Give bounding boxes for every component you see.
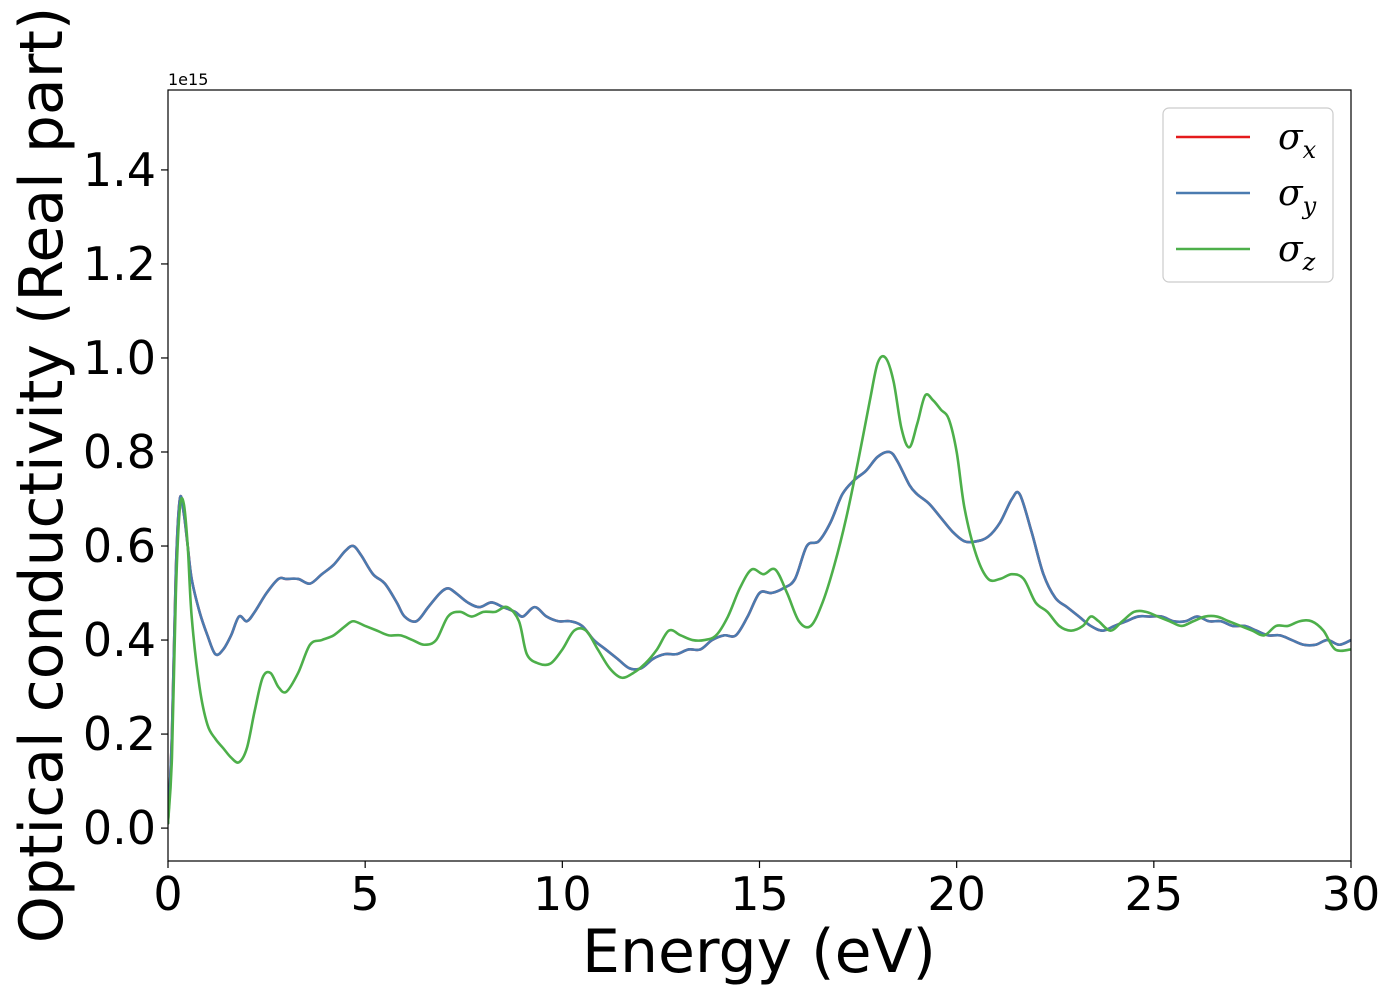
y-tick-label: 0.6 (83, 519, 156, 573)
y-offset-label: 1e15 (168, 70, 208, 89)
x-tick-label: 10 (533, 867, 592, 921)
y-tick-label: 1.4 (83, 143, 156, 197)
series-line-x (168, 450, 1351, 825)
y-tick-label: 0.2 (83, 707, 156, 761)
x-tick-label: 20 (927, 867, 986, 921)
y-tick-label: 1.0 (83, 331, 156, 385)
legend-label-z: σz (1278, 229, 1316, 276)
y-axis-title: Optical conductivity (Real part) (7, 7, 77, 944)
x-tick-label: 25 (1125, 867, 1184, 921)
legend-label-x: σx (1278, 117, 1317, 164)
y-axis: 0.0 0.2 0.4 0.6 0.8 1.0 1.2 1.4 (83, 143, 168, 855)
y-tick-label: 1.2 (83, 237, 156, 291)
x-axis-title: Energy (eV) (582, 917, 936, 987)
x-tick-label: 15 (730, 867, 789, 921)
x-tick-label: 0 (153, 867, 182, 921)
legend: σx σy σz (1162, 107, 1334, 283)
y-tick-label: 0.8 (83, 425, 156, 479)
y-tick-label: 0.4 (83, 613, 156, 667)
series-line-y (168, 450, 1351, 825)
x-tick-label: 5 (351, 867, 380, 921)
y-tick-label: 0.0 (83, 801, 156, 855)
series-line-z (168, 354, 1351, 825)
series-layer (168, 354, 1351, 825)
legend-label-y: σy (1278, 173, 1317, 220)
x-axis: 0 5 10 15 20 25 30 (153, 861, 1380, 921)
legend-box (1162, 107, 1334, 283)
x-tick-label: 30 (1322, 867, 1381, 921)
